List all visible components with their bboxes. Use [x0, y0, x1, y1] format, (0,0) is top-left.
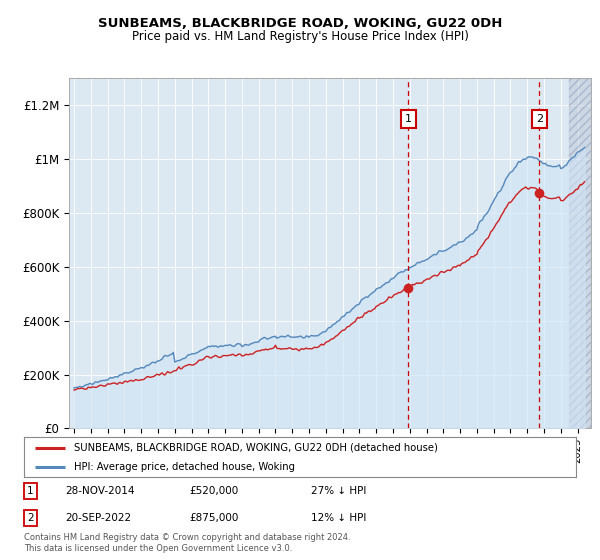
Text: SUNBEAMS, BLACKBRIDGE ROAD, WOKING, GU22 0DH: SUNBEAMS, BLACKBRIDGE ROAD, WOKING, GU22… [98, 17, 502, 30]
Text: 12% ↓ HPI: 12% ↓ HPI [311, 513, 367, 523]
Text: 2: 2 [536, 114, 543, 124]
Text: £875,000: £875,000 [190, 513, 239, 523]
Text: 2: 2 [28, 513, 34, 523]
Text: Contains HM Land Registry data © Crown copyright and database right 2024.
This d: Contains HM Land Registry data © Crown c… [24, 533, 350, 553]
Bar [569, 78, 591, 428]
Bar [569, 78, 591, 428]
Text: 28-NOV-2014: 28-NOV-2014 [65, 486, 135, 496]
Text: Price paid vs. HM Land Registry's House Price Index (HPI): Price paid vs. HM Land Registry's House … [131, 30, 469, 43]
Text: HPI: Average price, detached house, Woking: HPI: Average price, detached house, Woki… [74, 462, 295, 472]
Text: SUNBEAMS, BLACKBRIDGE ROAD, WOKING, GU22 0DH (detached house): SUNBEAMS, BLACKBRIDGE ROAD, WOKING, GU22… [74, 443, 437, 452]
Text: 20-SEP-2022: 20-SEP-2022 [65, 513, 131, 523]
Text: 27% ↓ HPI: 27% ↓ HPI [311, 486, 367, 496]
Text: 1: 1 [405, 114, 412, 124]
Text: £520,000: £520,000 [190, 486, 239, 496]
Text: 1: 1 [28, 486, 34, 496]
